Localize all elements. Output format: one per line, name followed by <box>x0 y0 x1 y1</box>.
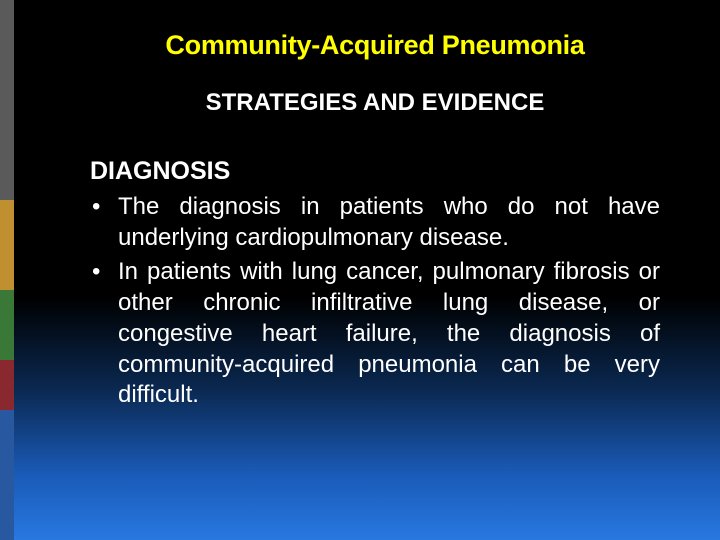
bullet-item: The diagnosis in patients who do not hav… <box>90 192 660 253</box>
accent-segment <box>0 290 14 360</box>
accent-segment <box>0 410 14 540</box>
bullet-item: In patients with lung cancer, pulmonary … <box>90 257 660 411</box>
slide: Community-Acquired Pneumonia STRATEGIES … <box>0 0 720 540</box>
bullet-list: The diagnosis in patients who do not hav… <box>90 192 660 411</box>
slide-title: Community-Acquired Pneumonia <box>90 30 660 61</box>
section-heading: DIAGNOSIS <box>90 157 660 186</box>
accent-segment <box>0 360 14 410</box>
accent-bar <box>0 0 14 540</box>
accent-segment <box>0 200 14 290</box>
accent-segment <box>0 0 14 200</box>
slide-subtitle: STRATEGIES AND EVIDENCE <box>90 89 660 117</box>
slide-content: Community-Acquired Pneumonia STRATEGIES … <box>90 30 660 415</box>
